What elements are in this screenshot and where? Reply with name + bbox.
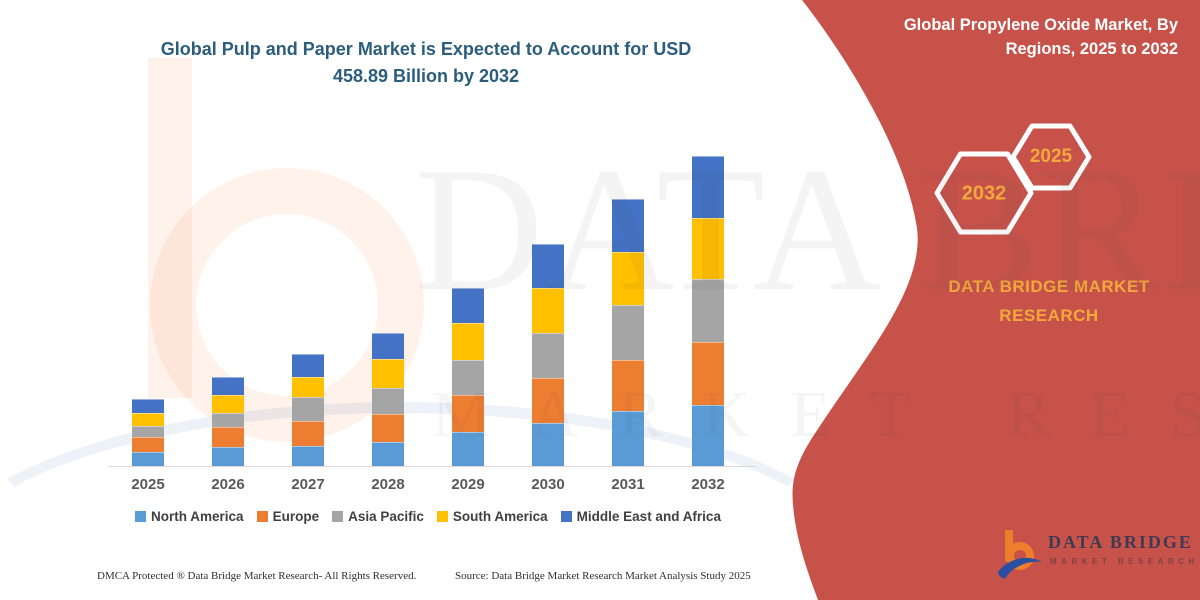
segment-asia-pacific-2028 — [372, 387, 404, 415]
segment-south-america-2031 — [612, 252, 644, 306]
legend-label-south-america: South America — [452, 509, 548, 524]
segment-asia-pacific-2025 — [132, 426, 164, 437]
chart-title-line2: 458.89 Billion by 2032 — [332, 66, 520, 86]
segment-north-america-2028 — [372, 442, 404, 466]
segment-europe-2032 — [692, 342, 724, 405]
legend-label-europe: Europe — [272, 509, 320, 524]
segment-europe-2029 — [452, 395, 484, 433]
x-axis-labels: 2025 2026 2027 2028 2029 2030 2031 2032 — [108, 476, 756, 496]
segment-north-america-2030 — [532, 422, 564, 466]
x-axis-label-2030: 2030 — [531, 476, 565, 493]
chart-legend: North America Europe Asia Pacific South Ame… — [98, 509, 758, 524]
segment-south-america-2028 — [372, 359, 404, 388]
segment-north-america-2026 — [212, 447, 244, 466]
segment-north-america-2027 — [292, 446, 324, 466]
segment-north-america-2032 — [692, 405, 724, 466]
segment-north-america-2029 — [452, 432, 484, 466]
segment-north-america-2025 — [132, 452, 164, 466]
segment-europe-2026 — [212, 427, 244, 448]
bar-2029 — [452, 288, 484, 466]
chart-title-line1: Global Pulp and Paper Market is Expected… — [160, 39, 692, 59]
databridge-logo-subtitle: MARKET RESEARCH — [1050, 557, 1199, 566]
hexagon-2025-label: 2025 — [1029, 146, 1073, 167]
segment-middle-east-and-africa-2029 — [452, 288, 484, 324]
bar-2026 — [212, 377, 244, 466]
x-axis-label-2026: 2026 — [211, 476, 245, 493]
segment-middle-east-and-africa-2027 — [292, 354, 324, 378]
segment-asia-pacific-2027 — [292, 397, 324, 422]
databridge-logo-icon — [998, 530, 1042, 579]
x-axis-label-2032: 2032 — [691, 476, 725, 493]
bar-2027 — [292, 354, 324, 466]
segment-middle-east-and-africa-2028 — [372, 332, 404, 360]
sidebar-title-line2: Regions, 2025 to 2032 — [1005, 40, 1178, 58]
segment-south-america-2032 — [692, 218, 724, 280]
dmca-notice: DMCA Protected ® Data Bridge Market Rese… — [97, 570, 417, 582]
legend-swatch-asia-pacific — [332, 511, 344, 522]
legend-label-asia-pacific: Asia Pacific — [348, 509, 424, 524]
watermark-logo-swoosh — [0, 402, 872, 600]
segment-europe-2027 — [292, 421, 324, 447]
legend-item-asia-pacific: Asia Pacific — [332, 509, 424, 524]
bar-2028 — [372, 332, 404, 466]
x-axis-label-2031: 2031 — [611, 476, 645, 493]
legend-item-middle-east-and-africa: Middle East and Africa — [560, 509, 721, 524]
segment-europe-2031 — [612, 360, 644, 412]
legend-item-north-america: North America — [135, 509, 244, 524]
brand-text: DATA BRIDGE MARKET RESEARCH — [948, 277, 1150, 325]
legend-label-middle-east-and-africa: Middle East and Africa — [576, 509, 721, 524]
segment-north-america-2031 — [612, 411, 644, 466]
sidebar-title-line1: Global Propylene Oxide Market, By — [903, 16, 1178, 34]
sidebar-title: Global Propylene Oxide Market, By Region… — [808, 13, 1178, 61]
segment-south-america-2030 — [532, 287, 564, 333]
segment-middle-east-and-africa-2031 — [612, 199, 644, 253]
bar-2031 — [612, 199, 644, 466]
source-note: Source: Data Bridge Market Research Mark… — [455, 570, 751, 582]
legend-swatch-middle-east-and-africa — [560, 511, 572, 522]
x-axis-label-2027: 2027 — [291, 476, 325, 493]
databridge-logo-name: DATA BRIDGE — [1048, 532, 1193, 552]
legend-swatch-south-america — [436, 511, 448, 522]
segment-europe-2025 — [132, 436, 164, 453]
segment-asia-pacific-2031 — [612, 305, 644, 361]
bar-2032 — [692, 156, 724, 466]
legend-label-north-america: North America — [151, 509, 244, 524]
segment-middle-east-and-africa-2032 — [692, 156, 724, 219]
segment-asia-pacific-2032 — [692, 279, 724, 343]
x-axis-label-2029: 2029 — [451, 476, 485, 493]
segment-europe-2030 — [532, 377, 564, 423]
segment-middle-east-and-africa-2026 — [212, 377, 244, 396]
segment-asia-pacific-2026 — [212, 412, 244, 428]
legend-item-south-america: South America — [436, 509, 548, 524]
legend-swatch-north-america — [135, 511, 147, 522]
segment-south-america-2027 — [292, 377, 324, 398]
segment-asia-pacific-2030 — [532, 332, 564, 378]
segment-asia-pacific-2029 — [452, 360, 484, 396]
segment-south-america-2025 — [132, 412, 164, 427]
bar-2030 — [532, 244, 564, 466]
segment-south-america-2026 — [212, 395, 244, 413]
segment-middle-east-and-africa-2030 — [532, 244, 564, 288]
x-axis-label-2025: 2025 — [131, 476, 165, 493]
hexagon-2032-label: 2032 — [961, 182, 1007, 205]
segment-middle-east-and-africa-2025 — [132, 399, 164, 413]
chart-title: Global Pulp and Paper Market is Expected… — [56, 36, 796, 90]
databridge-logo: DATA BRIDGE MARKET RESEARCH — [996, 526, 1194, 586]
x-axis-label-2028: 2028 — [371, 476, 405, 493]
legend-swatch-europe — [256, 511, 268, 522]
segment-south-america-2029 — [452, 323, 484, 361]
legend-item-europe: Europe — [256, 509, 320, 524]
segment-europe-2028 — [372, 414, 404, 443]
bar-chart-plot-area — [108, 150, 756, 467]
bar-2025 — [132, 399, 164, 466]
